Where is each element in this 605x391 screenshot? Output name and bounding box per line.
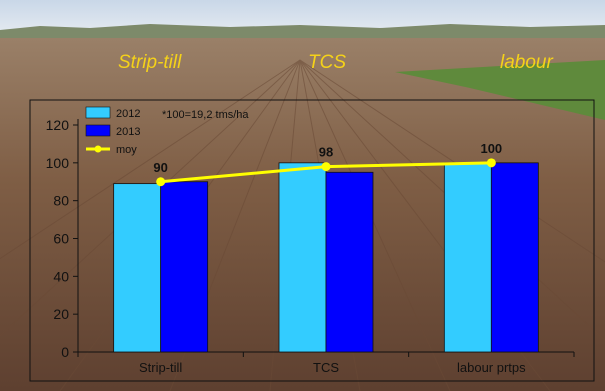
y-tick-label: 120 <box>46 117 70 133</box>
x-tick-label: labour prtps <box>457 360 526 375</box>
bar-2013 <box>325 171 374 353</box>
legend-marker-moy <box>94 145 102 153</box>
chart-annotation: *100=19,2 tms/ha <box>162 109 249 121</box>
point-moy <box>156 177 166 187</box>
data-label: 100 <box>480 141 502 156</box>
y-tick-label: 80 <box>53 193 69 209</box>
y-tick-label: 0 <box>61 344 69 360</box>
bar-2013 <box>160 181 209 353</box>
legend-label-2013: 2013 <box>116 126 140 138</box>
bar-2013 <box>490 162 539 353</box>
photo-label-labour: labour <box>500 52 553 73</box>
y-tick-label: 100 <box>46 155 70 171</box>
point-moy <box>321 162 331 172</box>
x-tick-label: Strip-till <box>139 360 182 375</box>
legend-label-2012: 2012 <box>116 108 140 120</box>
x-tick-label: TCS <box>313 360 339 375</box>
legend-label-moy: moy <box>116 144 137 156</box>
bar-2012 <box>278 162 327 353</box>
y-tick-label: 60 <box>53 231 69 247</box>
y-tick-label: 40 <box>53 268 69 284</box>
y-tick-label: 20 <box>53 306 69 322</box>
data-label: 90 <box>153 160 167 175</box>
bar-2012 <box>113 183 162 353</box>
point-moy <box>486 158 496 168</box>
photo-label-tcs: TCS <box>308 52 346 73</box>
legend-swatch-2012 <box>85 106 111 119</box>
bar-2012 <box>443 162 492 353</box>
data-label: 98 <box>319 145 333 160</box>
photo-label-strip-till: Strip-till <box>118 52 182 73</box>
chart-frame <box>29 99 595 382</box>
legend-swatch-2013 <box>85 124 111 137</box>
